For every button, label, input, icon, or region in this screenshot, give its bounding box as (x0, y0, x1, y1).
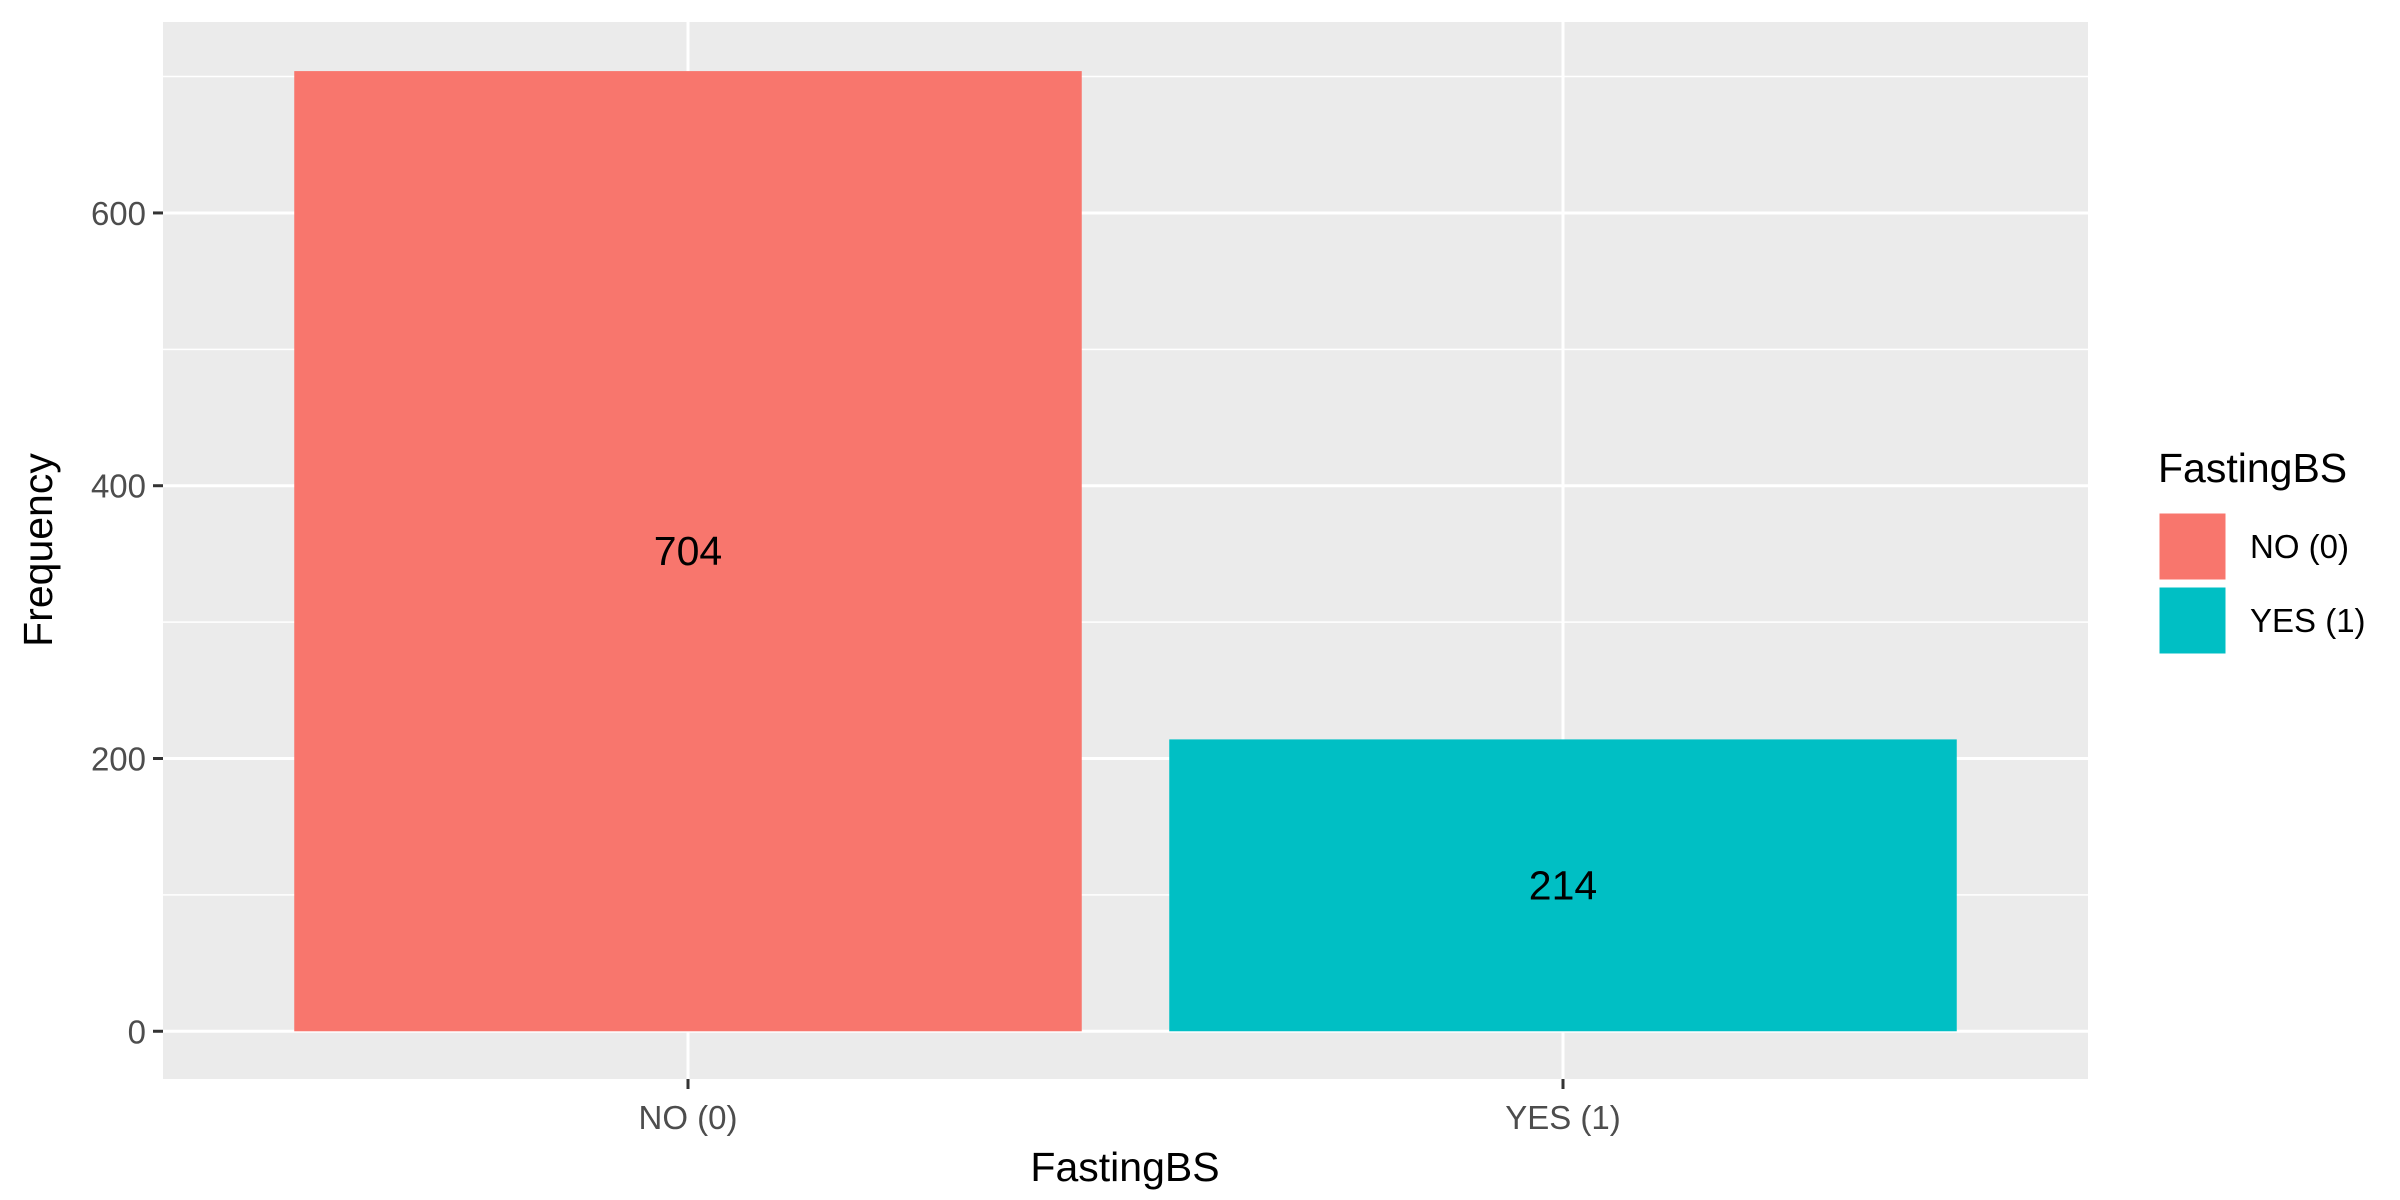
legend-label: NO (0) (2250, 528, 2349, 565)
bar-no-0 (294, 71, 1082, 1032)
y-tick-label: 600 (91, 195, 146, 232)
x-tick-label: NO (0) (639, 1099, 738, 1136)
bar-value-label: 704 (654, 528, 722, 574)
legend-label: YES (1) (2250, 602, 2366, 639)
legend-title: FastingBS (2158, 445, 2347, 491)
x-tick-label: YES (1) (1505, 1099, 1621, 1136)
y-tick-label: 200 (91, 740, 146, 777)
legend: FastingBS NO (0) YES (1) (2156, 445, 2366, 657)
legend-key (2156, 584, 2229, 657)
bar-yes-1 (1169, 739, 1957, 1032)
y-axis-title: Frequency (15, 453, 61, 647)
y-tick-label: 0 (128, 1013, 146, 1050)
legend-key (2156, 510, 2229, 583)
bar-value-label: 214 (1529, 862, 1597, 908)
x-axis-title: FastingBS (1030, 1144, 1219, 1190)
y-tick-label: 400 (91, 468, 146, 505)
legend-items: NO (0) YES (1) (2156, 510, 2366, 657)
axes: 0 200 400 600 NO (0) YES (1) (91, 195, 1621, 1136)
bars (294, 71, 1957, 1032)
bar-labels: 704 214 (654, 528, 1597, 908)
